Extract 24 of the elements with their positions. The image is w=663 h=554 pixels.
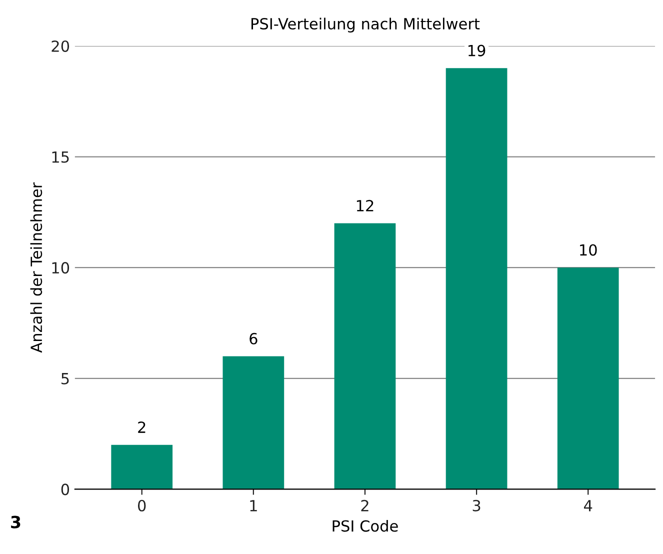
bar: [334, 223, 396, 490]
bar: [222, 356, 284, 490]
x-tick-label: 4: [584, 500, 592, 512]
y-tick-label: 20: [52, 40, 70, 52]
data-label: 2: [138, 421, 146, 433]
chart-title: PSI-Verteilung nach Mittelwert: [251, 18, 480, 32]
data-label: 12: [356, 200, 374, 212]
text: 3: [11, 516, 20, 528]
y-tick-label: 5: [62, 373, 69, 384]
x-tick-label: 0: [138, 500, 146, 512]
x-tick-label: 1: [250, 500, 257, 512]
bar: [446, 68, 508, 490]
y-tick-label: 0: [61, 484, 70, 496]
data-label: 10: [580, 244, 597, 256]
y-axis-title: Anzahl der Teilnehmer: [30, 182, 42, 353]
data-label: 6: [250, 332, 258, 344]
x-tick-label: 3: [472, 500, 480, 512]
x-tick-label: 2: [361, 500, 368, 512]
y-tick-label: 15: [52, 151, 69, 163]
data-label: 19: [468, 44, 486, 56]
bar: [557, 268, 619, 490]
bar: [111, 444, 173, 490]
y-tick-label: 10: [52, 262, 70, 274]
x-axis-title: PSI Code: [332, 520, 398, 532]
